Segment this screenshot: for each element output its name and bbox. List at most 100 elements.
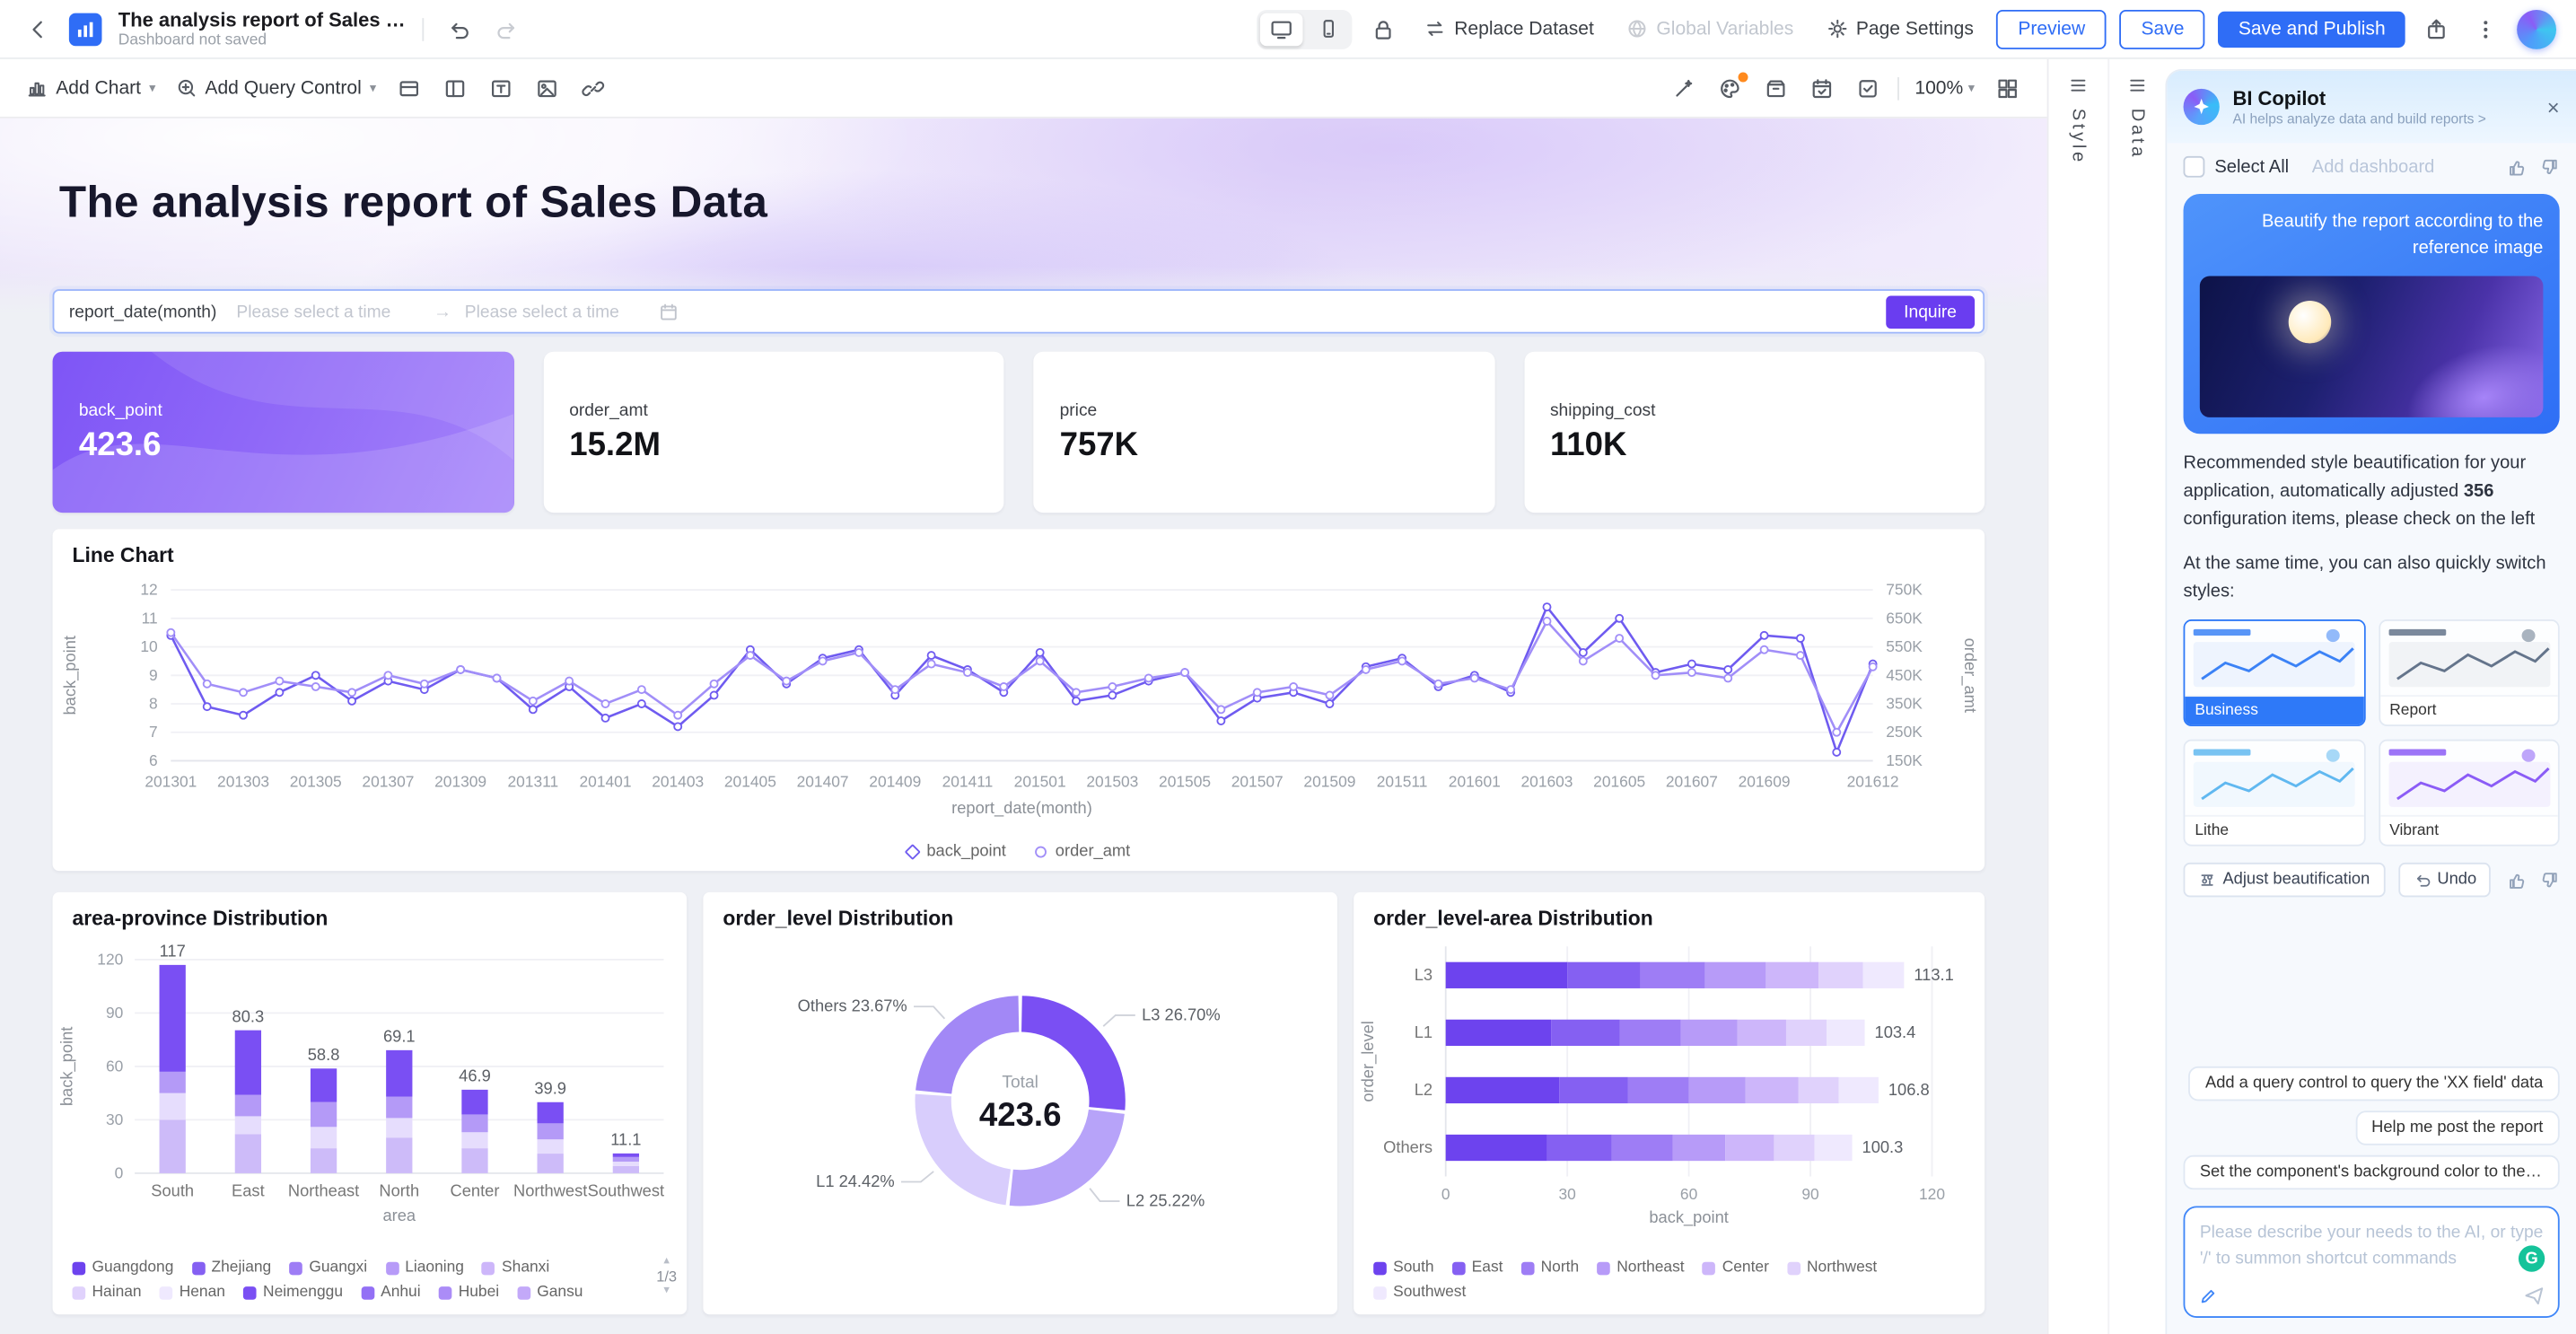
tab-data[interactable]: Data (2107, 58, 2165, 1334)
svg-text:201311: 201311 (507, 773, 558, 791)
legend-item[interactable]: Liaoning (385, 1259, 464, 1277)
preview-button[interactable]: Preview (1996, 9, 2107, 48)
more-icon[interactable] (2467, 11, 2503, 47)
legend-item[interactable]: Guangxi (289, 1259, 367, 1277)
container-widget-icon[interactable] (435, 68, 475, 108)
legend-pager[interactable]: ▴ 1/3 ▾ (656, 1255, 677, 1298)
inquire-button[interactable]: Inquire (1886, 294, 1976, 329)
svg-text:103.4: 103.4 (1875, 1022, 1916, 1041)
thumbs-down-icon[interactable] (2540, 157, 2560, 177)
style-option-business[interactable]: Business (2183, 619, 2365, 727)
copilot-icon[interactable] (2517, 9, 2557, 48)
undo-icon[interactable] (441, 11, 477, 47)
redo-icon[interactable] (489, 11, 525, 47)
suggestion-chip-3[interactable]: Set the component's background color to … (2183, 1154, 2560, 1190)
stacked-bar-panel[interactable]: area-province Distribution 0 30 60 90 120 117… (52, 891, 688, 1315)
kpi-card-back_point[interactable]: back_point 423.6 (52, 351, 513, 513)
legend-item[interactable]: Shanxi (482, 1259, 549, 1277)
thumbs-up-icon[interactable] (2507, 157, 2527, 177)
hbar-panel[interactable]: order_level-area Distribution 0 30 60 90 120… (1354, 891, 1985, 1315)
kpi-card-price[interactable]: price 757K (1033, 351, 1494, 513)
replace-dataset-button[interactable]: Replace Dataset (1415, 12, 1604, 46)
legend-item[interactable]: South (1373, 1259, 1434, 1277)
theme-palette-icon[interactable] (1710, 68, 1749, 108)
legend-item[interactable]: Center (1702, 1259, 1769, 1277)
style-option-report[interactable]: Report (2378, 619, 2560, 727)
kpi-card-shipping_cost[interactable]: shipping_cost 110K (1523, 351, 1985, 513)
thumbs-down-icon[interactable] (2540, 870, 2560, 890)
save-publish-button[interactable]: Save and Publish (2218, 10, 2405, 48)
text-widget-icon[interactable] (481, 68, 521, 108)
undo-button[interactable]: Undo (2397, 863, 2492, 898)
schedule-icon[interactable] (1801, 68, 1841, 108)
legend-item[interactable]: Guangdong (72, 1259, 173, 1277)
image-widget-icon[interactable] (528, 68, 567, 108)
add-chart-button[interactable]: Add Chart ▾ (20, 71, 162, 105)
calendar-icon[interactable] (659, 302, 679, 321)
legend-item[interactable]: order_amt (1035, 843, 1130, 861)
legend-item[interactable]: Southwest (1373, 1284, 1466, 1302)
legend-item[interactable]: Hainan (72, 1284, 142, 1302)
suggestion-chip-1[interactable]: Add a query control to query the 'XX fie… (2188, 1066, 2560, 1101)
grid-layout-icon[interactable] (1988, 68, 2028, 108)
kpi-label: price (1059, 400, 1098, 421)
add-query-control-button[interactable]: Add Query Control ▾ (169, 71, 382, 105)
close-icon[interactable]: × (2546, 94, 2560, 119)
suggestion-chips: Add a query control to query the 'XX fie… (2183, 1047, 2560, 1190)
adjust-beautification-button[interactable]: Adjust beautification (2183, 863, 2385, 898)
checkbox-tool-icon[interactable] (1847, 68, 1887, 108)
save-button[interactable]: Save (2119, 9, 2206, 48)
lock-icon[interactable] (1365, 11, 1401, 47)
legend-item[interactable]: Zhejiang (191, 1259, 271, 1277)
style-option-lithe[interactable]: Lithe (2183, 739, 2365, 847)
pencil-icon[interactable] (2198, 1286, 2218, 1306)
svg-text:201505: 201505 (1159, 773, 1211, 791)
query-control[interactable]: report_date(month) Please select a time … (52, 289, 1985, 334)
svg-text:12: 12 (140, 581, 157, 599)
legend-item[interactable]: Gansu (517, 1284, 583, 1302)
mobile-icon[interactable] (1306, 13, 1349, 46)
card-widget-icon[interactable] (390, 68, 429, 108)
donut-panel[interactable]: order_level Distribution L3 26.70% L2 25.… (703, 891, 1337, 1315)
kpi-card-order_amt[interactable]: order_amt 15.2M (542, 351, 1004, 513)
legend-item[interactable]: Northeast (1597, 1259, 1685, 1277)
legend-item[interactable]: Northwest (1787, 1259, 1877, 1277)
device-toggle[interactable] (1257, 9, 1353, 48)
desktop-icon[interactable] (1260, 12, 1303, 46)
legend-item[interactable]: Anhui (361, 1284, 421, 1302)
svg-text:201609: 201609 (1739, 773, 1791, 791)
legend-item[interactable]: Henan (159, 1284, 225, 1302)
line-chart-panel[interactable]: Line Chart 6 7 8 9 10 11 12 150K 250K 350K 450K 550… (52, 529, 1985, 872)
divider (1897, 76, 1899, 100)
beautify-banner[interactable]: Beautify the report according to the ref… (2183, 193, 2560, 434)
date-start-input[interactable]: Please select a time (236, 301, 391, 321)
thumbs-up-icon[interactable] (2507, 870, 2527, 890)
back-icon[interactable] (20, 11, 56, 47)
svg-text:L3 26.70%: L3 26.70% (1142, 1005, 1221, 1023)
legend-item[interactable]: North (1520, 1259, 1579, 1277)
legend-item[interactable]: back_point (904, 843, 1006, 861)
legend-item[interactable]: Neimenggu (243, 1284, 343, 1302)
date-end-input[interactable]: Please select a time (464, 301, 619, 321)
select-all-checkbox[interactable] (2183, 155, 2205, 178)
legend-item[interactable]: Hubei (438, 1284, 499, 1302)
dashboard-canvas[interactable]: The analysis report of Sales Data report… (0, 118, 2047, 1334)
pager-down-icon[interactable]: ▾ (663, 1285, 670, 1297)
global-variables-button[interactable]: Global Variables (1617, 12, 1803, 46)
link-widget-icon[interactable] (574, 68, 613, 108)
zoom-control[interactable]: 100% ▾ (1914, 78, 1975, 98)
add-dashboard-button[interactable]: Add dashboard (2311, 156, 2435, 177)
page-settings-button[interactable]: Page Settings (1817, 12, 1984, 46)
legend-item[interactable]: East (1451, 1259, 1503, 1277)
svg-text:201603: 201603 (1521, 773, 1573, 791)
tab-style[interactable]: Style (2048, 59, 2107, 1334)
archive-icon[interactable] (1756, 68, 1795, 108)
send-icon[interactable] (2523, 1285, 2545, 1306)
share-icon[interactable] (2418, 11, 2454, 47)
copilot-input[interactable]: Please describe your needs to the AI, or… (2183, 1206, 2560, 1318)
style-option-vibrant[interactable]: Vibrant (2378, 739, 2560, 847)
suggestion-chip-2[interactable]: Help me post the report (2354, 1110, 2560, 1145)
magic-wand-icon[interactable] (1663, 68, 1703, 108)
pager-up-icon[interactable]: ▴ (663, 1254, 670, 1267)
copilot-subtitle[interactable]: AI helps analyze data and build reports … (2232, 110, 2486, 127)
